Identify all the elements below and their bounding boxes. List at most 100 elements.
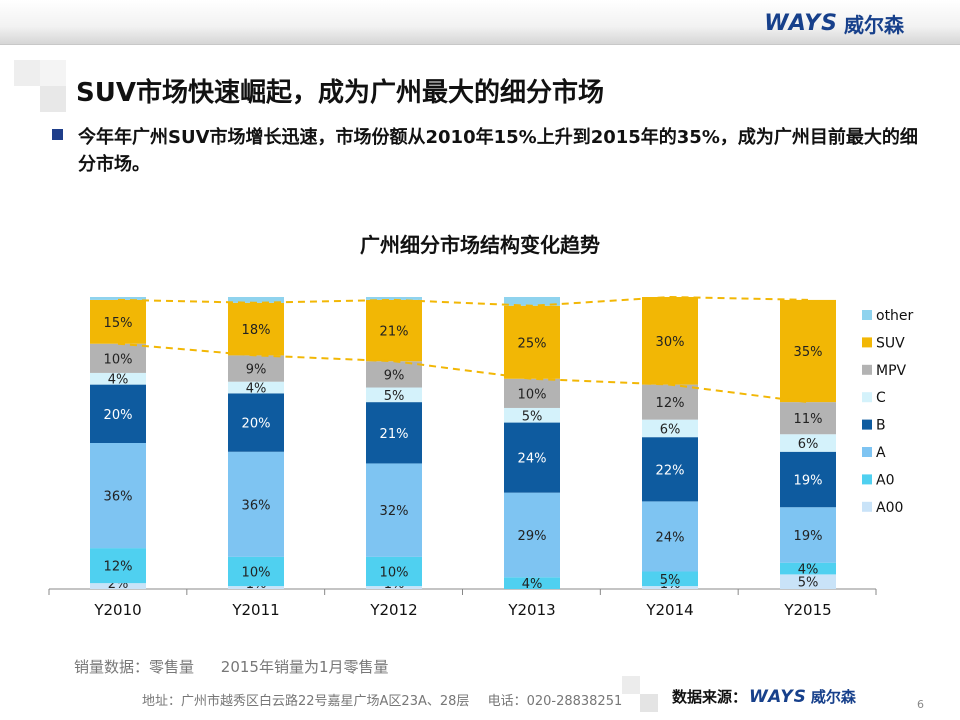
ways-logo: WAYS 威尔森	[764, 9, 904, 38]
bar-segment-a0-y2014	[642, 571, 698, 587]
chart-title: 广州细分市场结构变化趋势	[360, 233, 600, 257]
bar-segment-other-y2013	[504, 297, 560, 306]
bullet-point: 今年年广州SUV市场增长迅速，市场份额从2010年15%上升到2015年的35%…	[52, 124, 922, 178]
bar-segment-a00-y2012	[366, 586, 422, 589]
data-label: 4%	[246, 381, 267, 396]
data-label: 20%	[104, 408, 133, 423]
x-tick-label: Y2014	[645, 601, 693, 619]
data-label: 21%	[380, 427, 409, 442]
data-source: 数据来源： WAYS 威尔森	[672, 686, 856, 707]
x-tick-label: Y2013	[507, 601, 555, 619]
legend-swatch-suv	[862, 337, 872, 348]
bar-segment-c-y2013	[504, 407, 560, 423]
legend-swatch-other	[862, 310, 872, 320]
bar-segment-b-y2012	[366, 402, 422, 464]
legend-label-a: A	[876, 445, 886, 461]
data-label: 20%	[242, 417, 271, 432]
bar-segment-a-y2015	[780, 507, 836, 563]
slide-title: SUV市场快速崛起，成为广州最大的细分市场	[76, 78, 604, 108]
bar-segment-b-y2015	[780, 451, 836, 508]
bar-segment-b-y2014	[642, 437, 698, 502]
data-label: 32%	[380, 504, 409, 519]
bar-segment-mpv-y2011	[228, 355, 284, 382]
data-label: 22%	[656, 463, 685, 478]
footnote: 销量数据：零售量 2015年销量为1月零售量	[74, 656, 411, 677]
bar-segment-c-y2011	[228, 381, 284, 394]
data-label: 15%	[104, 316, 133, 331]
address-text: 地址：广州市越秀区白云路22号嘉星广场A区23A、28层	[142, 694, 470, 709]
legend-label-mpv: MPV	[876, 363, 907, 379]
phone-text: 电话：020-28838251	[487, 694, 623, 709]
data-label: 30%	[656, 335, 685, 350]
bar-segment-suv-y2013	[504, 305, 560, 379]
legend-swatch-a00	[862, 501, 872, 512]
bar-segment-a0-y2011	[228, 556, 284, 587]
data-label: 24%	[518, 452, 547, 467]
source-label: 数据来源：	[672, 688, 748, 706]
legend-swatch-c	[862, 392, 872, 403]
x-tick-label: Y2012	[369, 601, 417, 619]
legend-swatch-a	[862, 447, 872, 457]
bar-segment-c-y2010	[90, 372, 146, 385]
legend-swatch-a0	[862, 474, 872, 485]
x-tick-label: Y2015	[783, 601, 831, 619]
bar-segment-suv-y2014	[642, 297, 698, 385]
bar-segment-c-y2015	[780, 434, 836, 452]
bar-segment-other-y2012	[366, 297, 422, 300]
decor-square	[640, 694, 658, 712]
data-label: 10%	[104, 352, 133, 367]
page-number: 6	[917, 698, 924, 711]
footnote-2015-note: 2015年销量为1月零售量	[220, 658, 389, 676]
source-brand: WAYS	[749, 686, 807, 707]
data-label: 19%	[794, 474, 823, 489]
data-label: 10%	[380, 565, 409, 580]
data-label: 4%	[798, 562, 819, 577]
bar-segment-mpv-y2013	[504, 378, 560, 408]
bar-segment-c-y2012	[366, 387, 422, 403]
top-bar	[0, 0, 960, 45]
bar-segment-b-y2010	[90, 384, 146, 443]
data-label: 4%	[522, 577, 543, 592]
data-label: 6%	[798, 437, 819, 452]
data-label: 18%	[242, 323, 271, 338]
bullet-text: 今年年广州SUV市场增长迅速，市场份额从2010年15%上升到2015年的35%…	[78, 127, 918, 175]
bar-segment-mpv-y2012	[366, 361, 422, 388]
data-label: 25%	[518, 336, 547, 351]
bar-segment-suv-y2010	[90, 299, 146, 344]
legend-label-suv: SUV	[876, 335, 905, 351]
bar-segment-other-y2010	[90, 297, 146, 300]
address-line: 地址：广州市越秀区白云路22号嘉星广场A区23A、28层 电话：020-2883…	[142, 690, 636, 709]
bar-segment-other-y2011	[228, 297, 284, 303]
bar-segment-mpv-y2014	[642, 384, 698, 420]
bar-segment-a-y2011	[228, 451, 284, 557]
data-label: 9%	[246, 363, 267, 378]
x-tick-label: Y2011	[231, 601, 279, 619]
bar-segment-mpv-y2015	[780, 402, 836, 435]
data-label: 5%	[522, 409, 543, 424]
legend-swatch-mpv	[862, 364, 872, 375]
logo-brand: WAYS	[764, 11, 838, 36]
bar-segment-c-y2014	[642, 419, 698, 438]
bar-segment-a00-y2015	[780, 574, 836, 589]
legend-label-b: B	[876, 418, 886, 434]
bar-segment-a0-y2013	[504, 577, 560, 589]
data-label: 36%	[104, 490, 133, 505]
bar-segment-a-y2010	[90, 443, 146, 549]
bar-segment-suv-y2015	[780, 299, 836, 403]
suv-bottom-trend-line	[117, 342, 809, 404]
bar-segment-a-y2013	[504, 492, 560, 578]
x-tick-label: Y2010	[93, 601, 141, 619]
suv-top-trend-line	[117, 295, 809, 307]
legend-label-other: other	[876, 308, 914, 324]
data-label: 21%	[380, 325, 409, 340]
data-label: 9%	[384, 368, 405, 383]
data-label: 10%	[242, 565, 271, 580]
bar-segment-suv-y2011	[228, 302, 284, 356]
data-label: 29%	[518, 529, 547, 544]
data-label: 12%	[104, 560, 133, 575]
decor-square	[14, 60, 40, 86]
bar-segment-a-y2012	[366, 463, 422, 557]
data-label: 6%	[660, 422, 681, 437]
bar-segment-a00-y2011	[228, 586, 284, 589]
footnote-sales-type: 销量数据：零售量	[74, 658, 195, 676]
